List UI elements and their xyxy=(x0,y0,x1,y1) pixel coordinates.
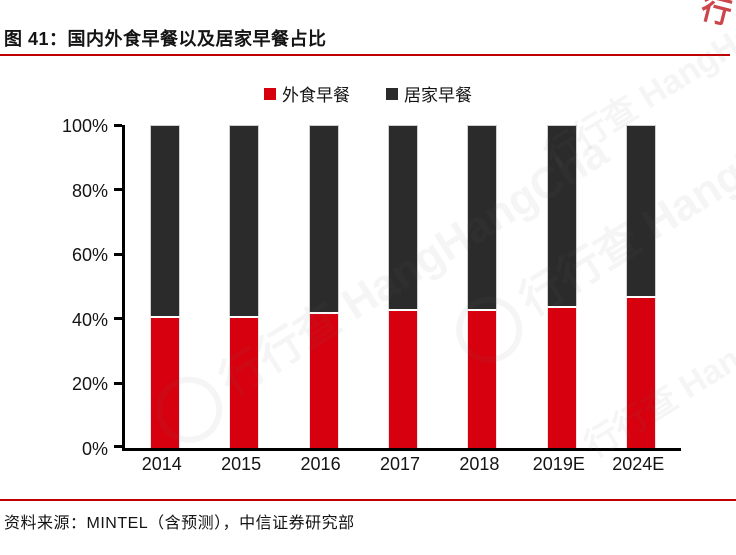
legend-label: 居家早餐 xyxy=(404,86,472,105)
bar-segment-eat-out-breakfast-2019E xyxy=(546,305,577,448)
legend-label: 外食早餐 xyxy=(282,86,350,105)
bar-segment-eat-out-breakfast-2014 xyxy=(149,315,180,448)
legend-item-at-home: 居家早餐 xyxy=(386,81,472,106)
chart-plot-area xyxy=(114,123,681,451)
y-axis-tick xyxy=(114,188,122,192)
stacked-bar-2014 xyxy=(149,125,180,448)
bar-segment-eat-out-breakfast-2016 xyxy=(308,312,339,448)
bar-band-2024E xyxy=(602,125,681,448)
bar-segment-eat-out-breakfast-2017 xyxy=(387,309,418,448)
y-axis-label: 0% xyxy=(81,439,108,459)
y-axis-label: 20% xyxy=(71,374,108,395)
bar-segment-home-breakfast-2017 xyxy=(387,125,418,310)
bar-segment-home-breakfast-2015 xyxy=(229,125,260,316)
x-axis-label-2019E: 2019E xyxy=(532,454,585,474)
y-axis-tick xyxy=(114,252,122,256)
source-note: 资料来源：MINTEL（含预测），中信证券研究部 xyxy=(4,515,355,532)
legend-swatch-icon xyxy=(386,87,398,100)
y-axis-tick xyxy=(114,123,122,127)
y-axis-label: 40% xyxy=(71,309,108,330)
y-axis-label: 60% xyxy=(71,245,108,266)
bar-band-2014 xyxy=(125,125,204,448)
bar-band-2017 xyxy=(363,125,442,448)
bar-band-2016 xyxy=(284,125,363,448)
stacked-bar-2019E xyxy=(546,125,577,448)
x-axis-label-2014: 2014 xyxy=(141,454,182,474)
bar-band-2019E xyxy=(522,125,601,448)
y-axis-label: 80% xyxy=(71,180,108,201)
bar-segment-home-breakfast-2018 xyxy=(467,125,498,310)
watermark-corner-logo: 行 xyxy=(697,0,735,32)
y-axis-label: 100% xyxy=(61,116,108,136)
stacked-bar-2018 xyxy=(467,125,498,448)
legend-swatch-icon xyxy=(264,87,276,100)
x-axis-label-2018: 2018 xyxy=(459,454,500,474)
x-axis-labels: 2014 2015 2016 2017 2018 2019E 2024E xyxy=(122,454,678,475)
stacked-bar-2024E xyxy=(626,125,657,448)
stacked-bar-2015 xyxy=(229,125,260,448)
stacked-bar-2017 xyxy=(387,125,418,448)
bar-segment-home-breakfast-2014 xyxy=(149,125,180,316)
y-axis-tick xyxy=(114,317,122,321)
bar-band-2018 xyxy=(443,125,522,448)
figure-title: 图 41：国内外食早餐以及居家早餐占比 xyxy=(4,29,327,49)
x-axis-label-2015: 2015 xyxy=(221,454,262,474)
footer-divider-line xyxy=(0,499,736,501)
bar-band-2015 xyxy=(204,125,283,448)
stacked-bar-2016 xyxy=(308,125,339,448)
y-axis-tick xyxy=(114,445,122,448)
title-divider-line xyxy=(0,54,730,56)
x-axis-label-2016: 2016 xyxy=(300,454,341,474)
y-axis-tick xyxy=(114,381,122,385)
x-axis-label-2017: 2017 xyxy=(379,454,420,474)
y-axis-labels: 0% 20% 40% 60% 80% 100% xyxy=(0,116,110,459)
x-axis-label-2024E: 2024E xyxy=(612,454,665,474)
legend-item-eat-out: 外食早餐 xyxy=(264,81,350,106)
chart-legend: 外食早餐 居家早餐 xyxy=(0,81,736,106)
bar-segment-home-breakfast-2016 xyxy=(308,125,339,313)
bar-segment-home-breakfast-2024E xyxy=(626,125,657,297)
bar-segment-eat-out-breakfast-2015 xyxy=(229,315,260,448)
bar-segment-eat-out-breakfast-2024E xyxy=(626,296,657,448)
bar-group xyxy=(125,125,681,448)
bar-segment-home-breakfast-2019E xyxy=(546,125,577,306)
bar-segment-eat-out-breakfast-2018 xyxy=(467,309,498,448)
